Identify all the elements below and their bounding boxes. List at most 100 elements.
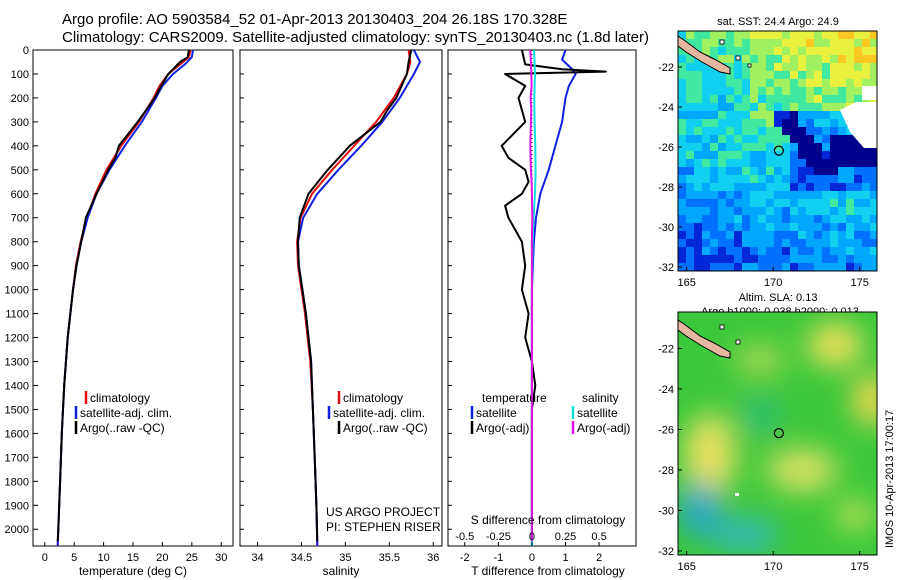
sst-cell [766,223,774,231]
island [719,324,725,330]
sst-cell [726,79,734,87]
sst-cell [726,87,734,95]
sst-cell [766,95,774,103]
sst-cell [854,183,862,191]
sst-cell [734,159,742,167]
sst-cell [694,95,702,103]
sst-cell [694,151,702,159]
sst-cell [838,215,846,223]
sst-cell [742,71,750,79]
legend-satellite-adj: satellite-adj. clim. [333,406,425,420]
sst-cell [686,143,694,151]
sst-cell [854,47,862,55]
sst-cell [790,263,798,271]
sst-cell [710,135,718,143]
sst-cell [798,255,806,263]
sst-cell [766,239,774,247]
sst-cell [798,111,806,119]
sst-cell [686,95,694,103]
sst-cell [838,95,846,103]
sst-cell [702,39,710,47]
sst-cell [758,63,766,71]
sst-cell [862,207,870,215]
sst-cell [750,151,758,159]
sst-cell [686,223,694,231]
sst-cell [798,167,806,175]
depth-tick-label: 300 [11,117,29,129]
sst-cell [838,199,846,207]
sst-cell [702,103,710,111]
sst-cell [686,103,694,111]
sst-cell [774,231,782,239]
sst-cell [702,199,710,207]
sst-cell [822,55,830,63]
sst-cell [742,191,750,199]
sst-cell [774,31,782,39]
depth-tick-label: 600 [11,189,29,201]
sst-cell [710,207,718,215]
sst-cell [686,127,694,135]
sst-cell [758,231,766,239]
sst-cell [726,135,734,143]
sst-cell [702,87,710,95]
depth-tick-label: 1300 [5,356,29,368]
sst-cell [854,215,862,223]
sst-cell [870,175,877,183]
sst-cell [750,159,758,167]
sst-cell [686,191,694,199]
sst-cell [846,239,854,247]
sst-cell [694,159,702,167]
sst-cell [790,87,798,95]
sst-cell [694,103,702,111]
sst-cell [718,263,726,271]
sst-cell [854,159,862,167]
sst-cell [758,95,766,103]
sst-cell [726,263,734,271]
sst-cell [718,47,726,55]
sst-cell [702,191,710,199]
sst-cell [766,31,774,39]
sst-cell [838,239,846,247]
sst-cell [678,167,686,175]
lat-tick-label: -30 [658,505,674,517]
sst-cell [734,47,742,55]
sst-cell [766,71,774,79]
temperature-tick-label: 10 [97,552,109,564]
sst-cell [822,103,830,111]
series-satellite-adj-clim [56,50,194,546]
sst-cell [718,175,726,183]
sst-cell [702,127,710,135]
sst-cell [846,143,854,151]
sst-cell [758,111,766,119]
sst-cell [694,79,702,87]
sst-cell [830,239,838,247]
sst-cell [830,71,838,79]
island [719,39,725,45]
sst-cell [750,183,758,191]
sst-cell [686,39,694,47]
sst-cell [726,103,734,111]
sst-cell [766,263,774,271]
sst-cell [678,47,686,55]
sst-cell [838,183,846,191]
sst-cell [846,207,854,215]
sst-cell [750,215,758,223]
sst-cell [782,255,790,263]
sst-cell [750,95,758,103]
sst-cell [790,191,798,199]
sst-cell [774,247,782,255]
sst-cell [710,223,718,231]
depth-tick-label: 1200 [5,333,29,345]
sst-cell [806,167,814,175]
sst-cell [798,263,806,271]
series-t-satellite [530,50,577,546]
sst-cell [718,215,726,223]
sst-cell [782,223,790,231]
sst-cell [766,111,774,119]
sst-cell [774,159,782,167]
sst-cell [798,143,806,151]
sst-cell [750,103,758,111]
sst-cell [846,87,854,95]
series-satellite-adj-clim [297,50,421,546]
